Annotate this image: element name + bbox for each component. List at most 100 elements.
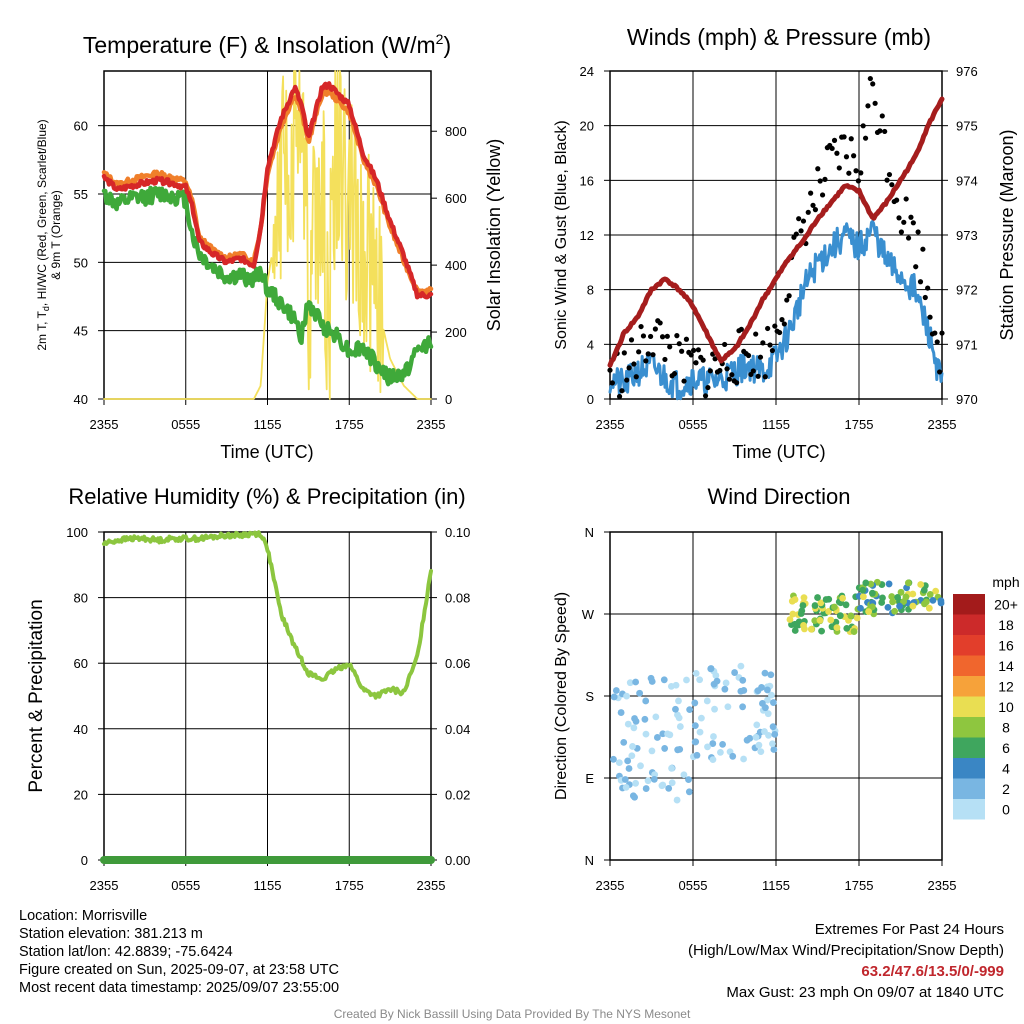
gust-point [901,219,907,225]
direction-point [711,705,718,713]
humidity-xtick-label: 1755 [335,878,364,893]
legend-label: 16 [998,637,1014,653]
gust-point [913,264,919,270]
legend-swatch [953,696,985,717]
humidity-xtick-label: 2355 [90,878,119,893]
direction-point [737,662,745,670]
winds-rtick-label: 973 [956,228,978,243]
humidity-ytick-label: 40 [74,722,88,737]
direction-xtick-label: 0555 [679,878,708,893]
gust-point [786,293,792,299]
direction-point [724,703,732,711]
direction-point [625,765,633,772]
direction-point [641,715,649,723]
direction-point [853,614,861,622]
gust-point [779,317,785,323]
temperature-ylabel-left: 2m T, Td, HI/WC (Red, Green, Scarlet/Blu… [35,119,51,350]
temperature-ytick-label: 55 [74,187,88,202]
direction-point [847,612,855,620]
direction-point [862,579,870,587]
direction-point [632,678,640,686]
temperature-series-td [101,185,434,387]
legend-swatch [953,614,985,635]
gust-point [750,368,756,374]
humidity-ytick-label: 20 [74,787,88,802]
direction-point [770,746,778,753]
gust-point [865,103,871,109]
gust-point [755,373,761,379]
direction-point [676,723,684,730]
humidity-rtick-label: 0.10 [445,525,470,540]
temperature-xtick-label: 1155 [254,417,282,432]
direction-point [739,676,747,684]
gust-point [851,153,857,159]
direction-point [673,796,681,804]
gust-point [681,378,687,384]
winds-rtick-label: 976 [956,64,978,79]
gust-point [776,329,783,336]
humidity-ytick-label: 80 [74,591,88,606]
direction-point [839,594,847,602]
legend-swatch [953,717,985,738]
direction-point [788,597,796,605]
direction-point [764,710,772,718]
direction-point [642,697,650,705]
winds-ytick-label: 12 [580,228,594,243]
direction-title: Wind Direction [707,484,850,509]
direction-point [631,793,638,801]
temperature-title: Temperature (F) & Insolation (W/m2) [83,31,451,58]
direction-point [692,670,700,677]
direction-point [800,621,807,629]
temperature-xlabel: Time (UTC) [220,442,313,462]
direction-point [807,625,815,633]
direction-point [674,711,681,719]
direction-point [696,676,704,684]
temperature-ytick-label: 40 [74,392,88,407]
direction-point [825,608,832,615]
series-line [101,81,434,300]
direction-point [768,691,775,699]
winds-ytick-label: 24 [580,64,594,79]
direction-point [786,616,794,623]
gust-point [753,331,759,337]
direction-point [642,730,650,738]
legend-label: 8 [1002,719,1010,735]
gust-point [862,135,869,141]
gust-point [652,326,658,332]
direction-xtick-label: 1155 [762,878,790,893]
legend-swatch [953,737,985,758]
gust-point [757,354,764,360]
gust-point [650,352,656,358]
gust-point [712,356,718,362]
humidity-series-relative-humidity [102,530,433,700]
legend-label: 0 [1002,801,1010,817]
legend-swatch [953,758,985,779]
direction-point [904,579,912,587]
direction-point [859,586,867,594]
direction-point [764,686,771,694]
direction-frame [609,531,943,861]
gust-point [769,347,776,354]
gust-point [860,123,866,129]
winds-series-pressure [607,96,945,368]
direction-point [752,733,760,741]
gust-point [659,334,666,340]
gust-point [934,339,940,345]
direction-point [922,598,930,606]
direction-xtick-label: 2355 [596,878,625,893]
humidity-panel: Relative Humidity (%) & Precipitation (i… [26,484,466,793]
humidity-rtick-label: 0.04 [445,722,470,737]
gust-point [872,100,878,106]
gust-point [726,376,733,382]
legend-title: mph [992,574,1019,590]
humidity-rtick-label: 0.00 [445,853,470,868]
temperature-plot: 2355 0555 1155 1755 235540455055600200400600… [74,70,467,432]
gust-point [765,325,771,332]
extremes-heading: Extremes For Past 24 Hours [814,921,1004,938]
gust-point [867,75,873,82]
series-line [101,185,434,387]
direction-point [937,597,945,605]
info-latlon: Station lat/lon: 42.8839; -75.6424 [19,944,233,960]
gust-point [645,351,651,357]
direction-point [791,627,799,634]
